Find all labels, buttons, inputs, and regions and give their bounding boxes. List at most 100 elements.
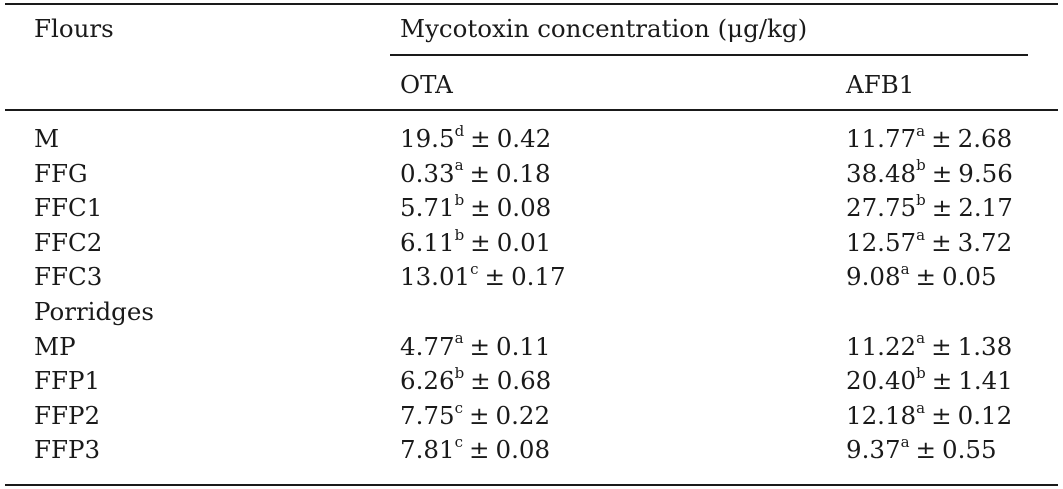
plus-minus-symbol: ± — [931, 193, 953, 223]
significance-letter: d — [454, 121, 465, 140]
row-label: FFP2 — [34, 400, 101, 430]
significance-letter: b — [916, 191, 926, 210]
plus-minus-symbol: ± — [931, 331, 952, 361]
significance-letter: c — [454, 433, 463, 452]
header-rule — [5, 109, 1058, 111]
standard-deviation: 3.72 — [957, 227, 1013, 257]
plus-minus-symbol: ± — [470, 227, 491, 257]
significance-letter: b — [454, 191, 465, 210]
plus-minus-symbol: ± — [469, 331, 491, 361]
row-label: MP — [34, 331, 76, 361]
standard-deviation: 1.41 — [958, 366, 1013, 396]
mean-value: 27.75 — [846, 193, 917, 223]
significance-letter: a — [454, 156, 464, 175]
mean-value: 6.11 — [400, 227, 455, 257]
plus-minus-symbol: ± — [469, 158, 491, 188]
significance-letter: c — [454, 398, 463, 417]
standard-deviation: 1.38 — [957, 331, 1013, 361]
significance-letter: b — [916, 364, 926, 383]
plus-minus-symbol: ± — [931, 158, 953, 188]
significance-letter: b — [916, 156, 926, 175]
ota-cell: 6.11b ±0.01 — [400, 225, 552, 257]
significance-letter: b — [454, 225, 465, 244]
plus-minus-symbol: ± — [915, 435, 937, 465]
plus-minus-symbol: ± — [484, 262, 506, 292]
significance-letter: a — [916, 225, 926, 244]
significance-letter: a — [916, 329, 926, 348]
mean-value: 7.81 — [400, 435, 455, 465]
standard-deviation: 0.05 — [942, 262, 997, 292]
row-label: FFP3 — [34, 435, 101, 465]
row-label: FFP1 — [34, 366, 101, 396]
standard-deviation: 0.18 — [496, 158, 551, 188]
standard-deviation: 0.42 — [496, 124, 552, 153]
column-group-rule — [390, 54, 1028, 56]
significance-letter: b — [454, 364, 465, 383]
afb1-cell: 38.48b ±9.56 — [846, 158, 1013, 188]
afb1-cell: 9.37a ±0.55 — [846, 433, 997, 465]
significance-letter: a — [900, 260, 910, 279]
mean-value: 20.40 — [846, 366, 917, 396]
standard-deviation: 2.17 — [958, 193, 1013, 223]
mean-value: 6.26 — [400, 366, 455, 396]
significance-letter: a — [900, 433, 910, 452]
ota-cell: 7.81c ±0.08 — [400, 433, 551, 465]
mean-value: 38.48 — [846, 158, 917, 188]
row-label: FFC1 — [34, 193, 103, 223]
standard-deviation: 0.12 — [957, 400, 1013, 430]
mean-value: 5.71 — [400, 193, 455, 223]
standard-deviation: 0.68 — [496, 366, 552, 396]
column-header-afb1: AFB1 — [846, 70, 915, 99]
afb1-cell: 12.18a ±0.12 — [846, 398, 1013, 430]
mean-value: 12.57 — [846, 227, 917, 257]
row-label: FFC2 — [34, 227, 103, 257]
afb1-cell: 11.22a ±1.38 — [846, 331, 1013, 361]
table-top-rule — [5, 3, 1058, 5]
plus-minus-symbol: ± — [470, 193, 491, 223]
significance-letter: a — [454, 329, 464, 348]
ota-cell: 6.26b ±0.68 — [400, 364, 552, 396]
significance-letter: a — [916, 398, 926, 417]
mean-value: 19.5 — [400, 124, 455, 153]
plus-minus-symbol: ± — [470, 366, 491, 396]
afb1-cell: 12.57a ±3.72 — [846, 225, 1013, 257]
standard-deviation: 0.01 — [496, 227, 552, 257]
afb1-cell: 20.40b ±1.41 — [846, 364, 1013, 396]
ota-cell: 13.01c ±0.17 — [400, 260, 566, 292]
standard-deviation: 0.11 — [496, 331, 551, 361]
mean-value: 11.22 — [846, 331, 917, 361]
significance-letter: a — [916, 121, 926, 140]
standard-deviation: 0.55 — [942, 435, 997, 465]
afb1-cell: 27.75b ±2.17 — [846, 191, 1013, 223]
significance-letter: c — [470, 260, 479, 279]
plus-minus-symbol: ± — [931, 227, 952, 257]
plus-minus-symbol: ± — [468, 400, 490, 430]
standard-deviation: 9.56 — [958, 158, 1013, 188]
mean-value: 0.33 — [400, 158, 455, 188]
mean-value: 12.18 — [846, 400, 917, 430]
mean-value: 9.08 — [846, 262, 901, 292]
plus-minus-symbol: ± — [931, 400, 952, 430]
column-header-ota: OTA — [400, 70, 453, 99]
ota-cell: 19.5d ±0.42 — [400, 121, 552, 153]
ota-cell: 4.77a ±0.11 — [400, 331, 551, 361]
standard-deviation: 0.08 — [495, 435, 551, 465]
row-label: M — [34, 124, 60, 153]
standard-deviation: 0.22 — [495, 400, 551, 430]
plus-minus-symbol: ± — [470, 124, 491, 153]
section-label-porridges: Porridges — [34, 297, 154, 326]
mean-value: 7.75 — [400, 400, 455, 430]
ota-cell: 5.71b ±0.08 — [400, 191, 552, 223]
ota-cell: 0.33a ±0.18 — [400, 158, 551, 188]
plus-minus-symbol: ± — [931, 124, 952, 153]
table-bottom-rule — [5, 484, 1058, 486]
ota-cell: 7.75c ±0.22 — [400, 398, 551, 430]
column-header-flours: Flours — [34, 14, 114, 43]
mean-value: 13.01 — [400, 262, 471, 292]
standard-deviation: 2.68 — [957, 124, 1013, 153]
plus-minus-symbol: ± — [931, 366, 953, 396]
column-group-header-mycotoxin: Mycotoxin concentration (μg/kg) — [400, 14, 808, 43]
row-label: FFG — [34, 158, 88, 188]
standard-deviation: 0.08 — [496, 193, 552, 223]
mean-value: 11.77 — [846, 124, 917, 153]
